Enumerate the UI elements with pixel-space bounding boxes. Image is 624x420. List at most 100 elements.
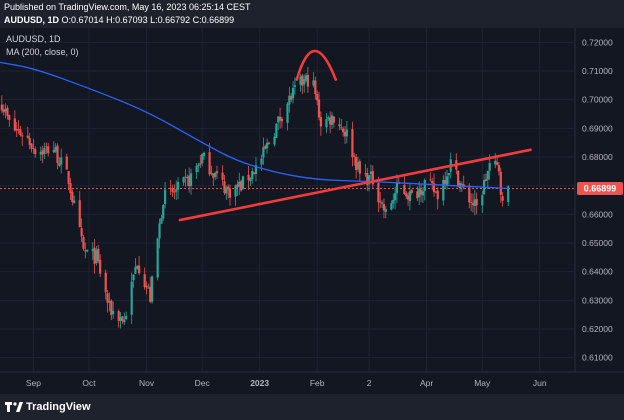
candle[interactable] [327, 115, 330, 121]
candle[interactable] [406, 192, 410, 206]
candle[interactable] [169, 179, 172, 195]
candle[interactable] [26, 126, 29, 139]
candle[interactable] [225, 185, 228, 200]
candle[interactable] [214, 171, 217, 181]
candle[interactable] [429, 172, 432, 182]
candle[interactable] [471, 193, 475, 213]
candle[interactable] [21, 132, 24, 146]
candle[interactable] [299, 73, 302, 92]
candle[interactable] [65, 153, 68, 170]
candle[interactable] [202, 151, 206, 160]
candle[interactable] [249, 177, 252, 187]
candle[interactable] [73, 195, 76, 204]
candle[interactable] [277, 116, 280, 131]
tradingview-logo[interactable]: TradingView [5, 400, 91, 414]
candle[interactable] [39, 146, 42, 161]
candle[interactable] [104, 269, 107, 300]
candle[interactable] [273, 133, 276, 147]
candle[interactable] [278, 107, 282, 129]
candle[interactable] [371, 165, 374, 189]
candle[interactable] [208, 143, 211, 177]
candle[interactable] [93, 239, 96, 274]
candle[interactable] [80, 218, 83, 242]
candle[interactable] [380, 200, 384, 209]
candle[interactable] [291, 81, 295, 104]
candle[interactable] [223, 175, 226, 196]
candle[interactable] [201, 152, 204, 167]
candle[interactable] [265, 138, 269, 154]
candle[interactable] [325, 113, 328, 133]
candle[interactable] [117, 309, 120, 328]
candle[interactable] [251, 167, 254, 184]
candle[interactable] [97, 244, 100, 264]
candle[interactable] [290, 92, 293, 103]
candle[interactable] [32, 138, 35, 154]
candle[interactable] [356, 156, 360, 172]
candle[interactable] [499, 167, 502, 203]
candle[interactable] [390, 200, 393, 211]
candle[interactable] [379, 191, 382, 209]
candle[interactable] [195, 163, 198, 179]
candle[interactable] [267, 141, 271, 145]
candle[interactable] [421, 187, 425, 204]
candle[interactable] [481, 190, 484, 214]
candle[interactable] [468, 183, 471, 209]
candle[interactable] [0, 95, 3, 114]
candle[interactable] [175, 180, 178, 200]
candle[interactable] [184, 169, 187, 187]
candle[interactable] [364, 163, 367, 177]
candle[interactable] [316, 90, 319, 106]
candle[interactable] [431, 177, 434, 191]
candle[interactable] [332, 116, 335, 128]
candle[interactable] [45, 142, 48, 154]
candle[interactable] [86, 249, 89, 253]
candle[interactable] [254, 157, 258, 182]
candle[interactable] [507, 185, 510, 206]
candle[interactable] [358, 159, 361, 182]
candle[interactable] [6, 105, 9, 120]
candle[interactable] [182, 176, 185, 186]
candle[interactable] [275, 123, 278, 138]
candle[interactable] [395, 174, 399, 204]
candle[interactable] [382, 198, 386, 219]
candle[interactable] [158, 218, 161, 249]
candle[interactable] [160, 215, 163, 224]
candle[interactable] [495, 158, 499, 166]
candle[interactable] [304, 72, 308, 83]
candle[interactable] [436, 187, 439, 210]
candle[interactable] [110, 299, 113, 321]
candle[interactable] [392, 193, 395, 209]
candle[interactable] [15, 122, 18, 138]
candle[interactable] [189, 168, 193, 195]
candle[interactable] [301, 73, 304, 95]
candle[interactable] [112, 301, 115, 319]
candle[interactable] [384, 205, 387, 219]
candle[interactable] [486, 170, 489, 190]
candle[interactable] [264, 144, 267, 150]
candle[interactable] [353, 152, 356, 166]
candle[interactable] [253, 172, 256, 175]
candle[interactable] [215, 165, 219, 180]
candle[interactable] [138, 256, 141, 276]
candle[interactable] [293, 77, 297, 95]
candle[interactable] [17, 120, 20, 135]
candle[interactable] [312, 72, 315, 88]
candle[interactable] [210, 165, 213, 176]
candle[interactable] [78, 190, 81, 228]
candle[interactable] [69, 178, 72, 201]
candle[interactable] [408, 183, 412, 211]
candle[interactable] [457, 170, 460, 188]
candle[interactable] [434, 190, 437, 194]
candle[interactable] [445, 169, 449, 190]
candle[interactable] [343, 126, 347, 144]
candle[interactable] [143, 267, 146, 290]
candle[interactable] [236, 180, 239, 196]
candle[interactable] [351, 121, 354, 167]
candle[interactable] [43, 142, 46, 160]
candle[interactable] [28, 132, 31, 150]
price-chart[interactable]: 0.61000 0.62000 0.63000 0.64000 0.65000 0.660… [0, 28, 624, 394]
candle[interactable] [163, 181, 167, 209]
candle[interactable] [497, 162, 501, 176]
candle[interactable] [54, 143, 57, 154]
candle[interactable] [47, 142, 50, 157]
